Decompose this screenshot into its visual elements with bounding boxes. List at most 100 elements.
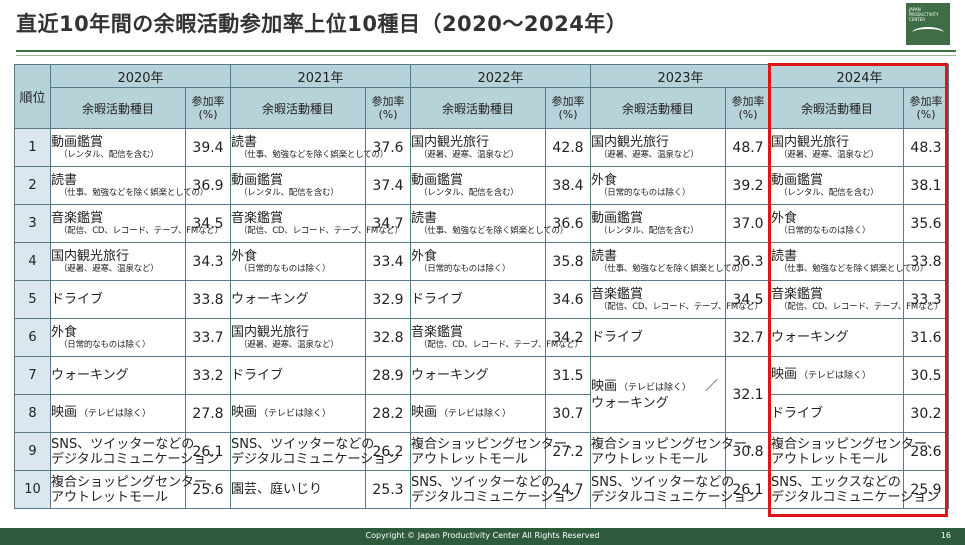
participation-rate: 38.1	[903, 166, 949, 205]
logo-arc-icon	[912, 27, 944, 39]
activity-cell: ウォーキング	[410, 356, 546, 395]
table-row: 10 複合ショッピングセンター、 アウトレットモール 25.6 園芸、庭いじり 25.3 S…	[14, 470, 949, 509]
activity-name: SNS、エックスなどの	[771, 474, 901, 490]
activity-name: 外食	[51, 324, 78, 340]
activity-name: 映画	[51, 405, 78, 420]
activity-note: （日常的なものは除く）	[779, 225, 871, 236]
participation-rate: 34.6	[545, 280, 591, 319]
rank-number: 7	[14, 356, 51, 395]
activity-cell: 音楽鑑賞 （配信、CD、レコード、テープ、FMなど）	[590, 280, 763, 319]
activity-name-line2: アウトレットモール	[411, 451, 529, 467]
activity-note: （避暑、避寒、温泉など）	[419, 149, 519, 160]
activity-cell: 複合ショッピングセンター、 アウトレットモール	[410, 432, 580, 471]
rate-header-line2: (%)	[916, 108, 936, 121]
participation-rate: 31.5	[545, 356, 591, 395]
activity-name-line: 読書	[231, 135, 365, 150]
participation-rate: 33.2	[185, 356, 231, 395]
activity-name-line: SNS、ツイッターなどの	[411, 475, 554, 490]
activity-name: 複合ショッピングセンター、	[591, 436, 760, 452]
activity-note: （レンタル、配信を含む）	[239, 187, 339, 198]
participation-rate: 34.7	[365, 204, 411, 243]
activity-name-line: SNS、ツイッターなどの	[591, 475, 734, 490]
activity-name: 国内観光旅行	[51, 248, 130, 264]
rank-number: 1	[14, 128, 51, 167]
activity-cell: ウォーキング	[230, 280, 366, 319]
activity-name-line2: アウトレットモール	[51, 489, 169, 505]
activity-cell: 複合ショッピングセンター、 アウトレットモール	[770, 432, 940, 471]
activity-name-line: ウォーキング	[51, 368, 185, 383]
activity-name-line: 映画 （テレビは除く） ／	[591, 379, 725, 396]
rate-header-line2: (%)	[378, 108, 398, 121]
activity-cell: SNS、ツイッターなどの デジタルコミュニケーション	[230, 432, 400, 471]
activity-name: ドライブ	[591, 330, 644, 345]
activity-inline-note: （テレビは除く）	[619, 382, 692, 393]
activity-note: （仕事、勉強などを除く娯楽としての）	[419, 225, 569, 236]
activity-name: 動画鑑賞	[771, 172, 824, 188]
activity-name-line: 国内観光旅行	[231, 325, 365, 340]
participation-rate: 33.8	[903, 242, 949, 281]
participation-rate: 33.7	[185, 318, 231, 357]
participation-rate: 36.3	[725, 242, 771, 281]
activity-name: 映画	[771, 367, 798, 382]
rate-header: 参加率 (%)	[365, 87, 411, 129]
activity-cell: 国内観光旅行 （避暑、避寒、温泉など）	[230, 318, 366, 357]
activity-name-line: SNS、エックスなどの	[771, 475, 903, 490]
participation-rate: 30.2	[903, 394, 949, 433]
activity-name-line: 外食	[591, 173, 725, 188]
participation-rate: 28.2	[365, 394, 411, 433]
participation-rate: 25.9	[903, 470, 949, 509]
activity-name: ドライブ	[771, 406, 824, 421]
activity-name: ウォーキング	[51, 368, 129, 383]
activity-cell: 国内観光旅行 （避暑、避寒、温泉など）	[770, 128, 904, 167]
activity-inline-note: （テレビは除く）	[799, 371, 872, 381]
activity-name: 複合ショッピングセンター、	[51, 474, 220, 490]
activity-name-line: 読書	[51, 173, 185, 188]
activity-name-line: 国内観光旅行	[411, 135, 545, 150]
rank-number: 2	[14, 166, 51, 205]
activity-note: （配信、CD、レコード、テープ、FMなど）	[599, 301, 763, 312]
rate-header-line2: (%)	[198, 108, 218, 121]
rank-number: 4	[14, 242, 51, 281]
activity-name: 映画	[411, 405, 438, 420]
activity-cell: 読書 （仕事、勉強などを除く娯楽としての）	[590, 242, 748, 281]
participation-rate: 32.1	[725, 356, 771, 433]
activity-name-line: 外食	[51, 325, 185, 340]
activity-cell: 園芸、庭いじり	[230, 470, 366, 509]
page-title: 直近10年間の余暇活動参加率上位10種目（2020～2024年）	[16, 12, 628, 36]
activity-name-line: ウォーキング	[411, 368, 545, 383]
activity-name: 国内観光旅行	[231, 324, 310, 340]
activity-cell: SNS、ツイッターなどの デジタルコミュニケーション	[410, 470, 579, 509]
table-row: 7 ウォーキング 33.2 ドライブ 28.9 ウォーキング 31.5 映画 （テレビは除く）／…	[14, 356, 949, 433]
activity-note: （日常的なものは除く）	[59, 339, 151, 350]
activity-name: 映画	[591, 378, 618, 394]
activity-name-line: 読書	[771, 249, 903, 264]
activity-name: SNS、ツイッターなどの	[591, 474, 735, 490]
activity-name-line: 音楽鑑賞	[591, 287, 725, 302]
activity-name: 読書	[231, 134, 258, 150]
activity-name-line2: デジタルコミュニケーション	[231, 451, 400, 467]
activity-name-line: 映画 （テレビは除く）	[51, 405, 185, 422]
activity-cell: 映画 （テレビは除く）	[50, 394, 186, 433]
activity-inline-note: （テレビは除く）	[259, 409, 332, 419]
activity-note: （レンタル、配信を含む）	[59, 149, 159, 160]
activity-name-line: ドライブ	[591, 330, 725, 345]
activity-name-line2: デジタルコミュニケーション	[771, 489, 940, 505]
rate-header-line2: (%)	[738, 108, 758, 121]
activity-name: 音楽鑑賞	[411, 324, 464, 340]
activity-name: 音楽鑑賞	[771, 286, 824, 302]
activity-name-line2: アウトレットモール	[591, 451, 709, 467]
rate-header: 参加率 (%)	[545, 87, 591, 129]
activity-name-line: 映画 （テレビは除く）	[411, 405, 545, 422]
activity-name-line2: アウトレットモール	[771, 451, 889, 467]
participation-rate: 24.7	[545, 470, 591, 509]
activity-name-line: 外食	[231, 249, 365, 264]
activity-cell: 国内観光旅行 （避暑、避寒、温泉など）	[410, 128, 546, 167]
activity-name-line: SNS、ツイッターなどの	[51, 437, 194, 452]
activity-cell: ドライブ	[50, 280, 186, 319]
rate-header-line1: 参加率	[371, 95, 405, 108]
activity-name-line: 複合ショッピングセンター、	[771, 437, 940, 452]
participation-rate: 39.4	[185, 128, 231, 167]
activity-name: 映画	[231, 405, 258, 420]
activity-name-line: ウォーキング	[771, 330, 903, 345]
activity-cell: ウォーキング	[770, 318, 904, 357]
